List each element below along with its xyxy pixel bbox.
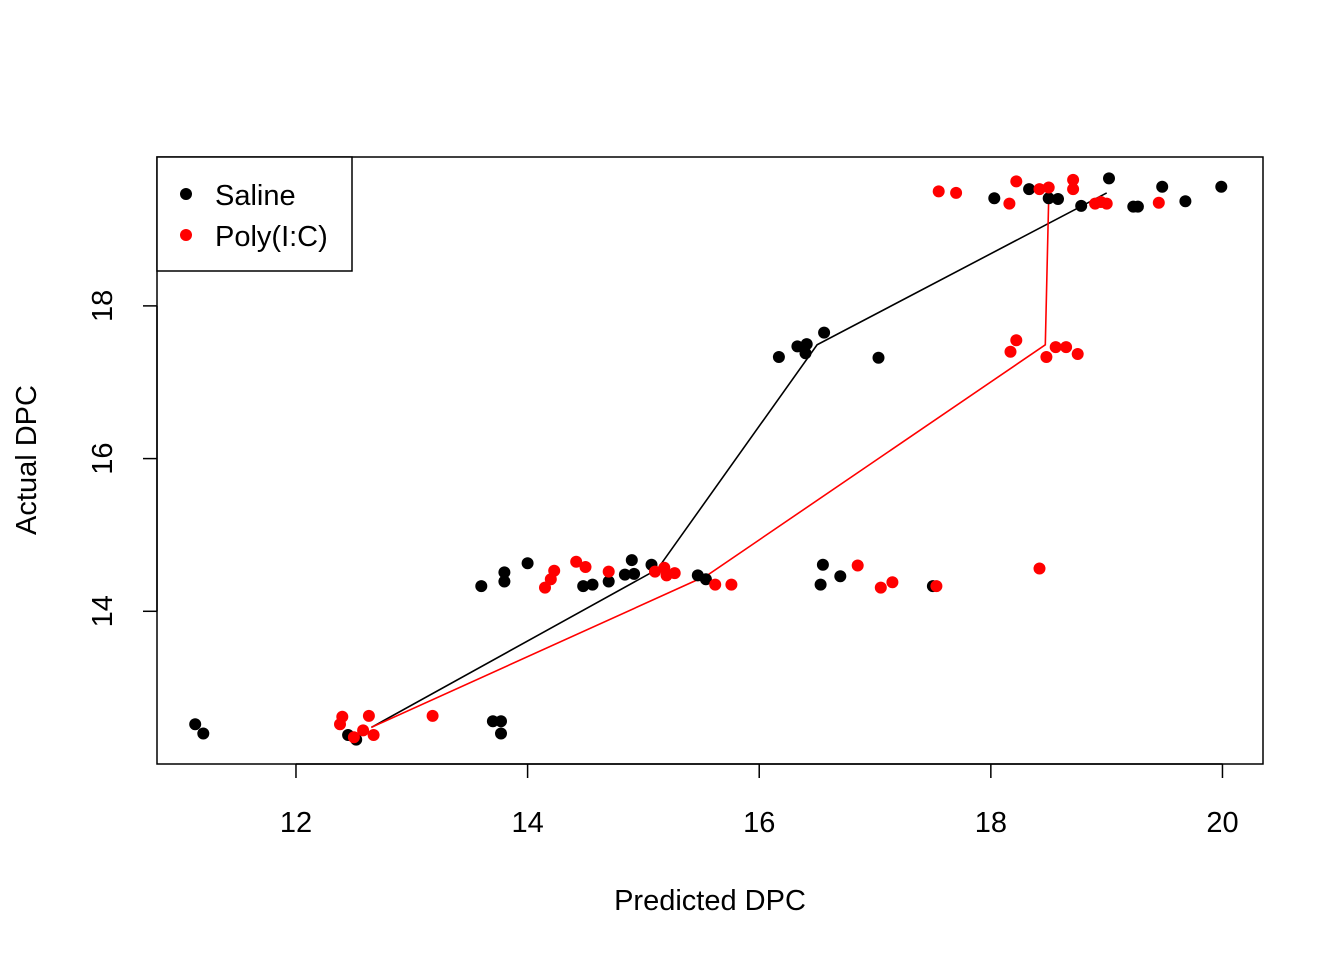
trend-line-polyic [370, 198, 1050, 729]
y-tick-label: 16 [87, 442, 119, 474]
data-point-saline [577, 580, 590, 593]
data-point-polyic [1010, 175, 1023, 188]
data-point-polyic [1067, 173, 1080, 186]
x-axis: 12 14 16 18 20 [280, 763, 1239, 839]
data-point-polyic [1067, 183, 1080, 196]
data-point-saline [586, 578, 599, 591]
x-tick-label: 12 [280, 807, 312, 839]
data-point-saline [872, 351, 885, 364]
data-point-polyic [1040, 351, 1053, 363]
data-point-saline [800, 338, 813, 351]
data-point-polyic [1071, 348, 1084, 360]
data-point-saline [495, 727, 507, 740]
data-point-polyic [367, 729, 380, 741]
data-point-polyic [579, 561, 592, 573]
legend: Saline Poly(I:C) [156, 156, 353, 272]
data-point-polyic [874, 581, 887, 594]
data-point-polyic [1004, 345, 1017, 358]
data-point-saline [197, 727, 210, 740]
data-point-saline [475, 580, 488, 593]
data-point-saline [1179, 195, 1192, 208]
data-point-polyic [336, 710, 349, 723]
data-point-polyic [1042, 181, 1055, 194]
data-point-polyic [1060, 341, 1073, 354]
x-tick-label: 16 [743, 807, 775, 839]
y-tick-label: 14 [87, 595, 119, 627]
data-point-polyic [357, 724, 370, 737]
y-axis: 14 16 18 [87, 290, 158, 627]
data-point-polyic [1152, 196, 1165, 209]
data-point-saline [772, 351, 785, 363]
data-point-saline [834, 570, 847, 583]
data-point-saline [818, 326, 831, 339]
data-points [189, 172, 1228, 746]
data-point-saline [1215, 180, 1228, 193]
data-point-polyic [602, 565, 615, 578]
data-point-saline [816, 558, 829, 571]
data-point-polyic [1010, 334, 1023, 347]
data-point-saline [1023, 183, 1036, 196]
data-point-polyic [725, 578, 738, 591]
data-point-saline [791, 340, 804, 353]
legend-box [156, 156, 353, 272]
data-point-polyic [426, 709, 439, 722]
data-point-saline [1131, 200, 1144, 213]
data-point-polyic [930, 580, 943, 593]
data-point-polyic [1033, 183, 1046, 196]
data-point-polyic [570, 555, 583, 568]
data-point-saline [988, 192, 1001, 205]
data-point-polyic [1033, 562, 1046, 575]
data-point-polyic [668, 567, 681, 580]
data-point-polyic [709, 578, 722, 591]
data-point-polyic [950, 186, 963, 199]
x-tick-label: 20 [1206, 807, 1238, 839]
data-point-polyic [362, 709, 375, 722]
x-axis-title: Predicted DPC [614, 885, 806, 917]
x-tick-label: 14 [511, 807, 543, 839]
data-point-saline [498, 566, 511, 579]
data-point-saline [1103, 172, 1115, 185]
data-point-polyic [851, 559, 864, 572]
data-point-polyic [1100, 197, 1113, 210]
legend-marker-saline [180, 188, 192, 200]
data-point-saline [1075, 199, 1088, 212]
data-point-saline [625, 554, 638, 567]
data-point-saline [799, 347, 812, 360]
y-tick-label: 18 [87, 290, 119, 322]
trend-line-saline [370, 192, 1108, 729]
data-point-saline [1042, 192, 1055, 205]
x-tick-label: 18 [975, 807, 1007, 839]
data-point-polyic [548, 564, 561, 577]
data-point-polyic [1049, 341, 1062, 354]
legend-marker-polyic [180, 229, 192, 241]
data-point-polyic [649, 565, 661, 578]
data-point-saline [628, 567, 641, 580]
data-point-saline [602, 575, 615, 588]
legend-label-polyic: Poly(I:C) [215, 221, 328, 253]
data-point-polyic [932, 185, 945, 198]
data-point-polyic [347, 731, 360, 744]
legend-label-saline: Saline [215, 180, 296, 212]
data-point-polyic [539, 581, 551, 594]
data-point-saline [498, 575, 511, 588]
data-point-saline [1052, 193, 1064, 205]
data-point-saline [1156, 180, 1169, 193]
data-point-saline [189, 718, 202, 731]
data-point-saline [618, 568, 631, 581]
trend-lines [370, 192, 1108, 729]
data-point-saline [814, 578, 827, 591]
data-point-polyic [886, 576, 899, 589]
data-point-saline [699, 573, 712, 586]
data-point-saline [495, 715, 507, 728]
data-point-polyic [1003, 197, 1016, 210]
data-point-saline [521, 557, 534, 570]
y-axis-title: Actual DPC [11, 385, 43, 535]
